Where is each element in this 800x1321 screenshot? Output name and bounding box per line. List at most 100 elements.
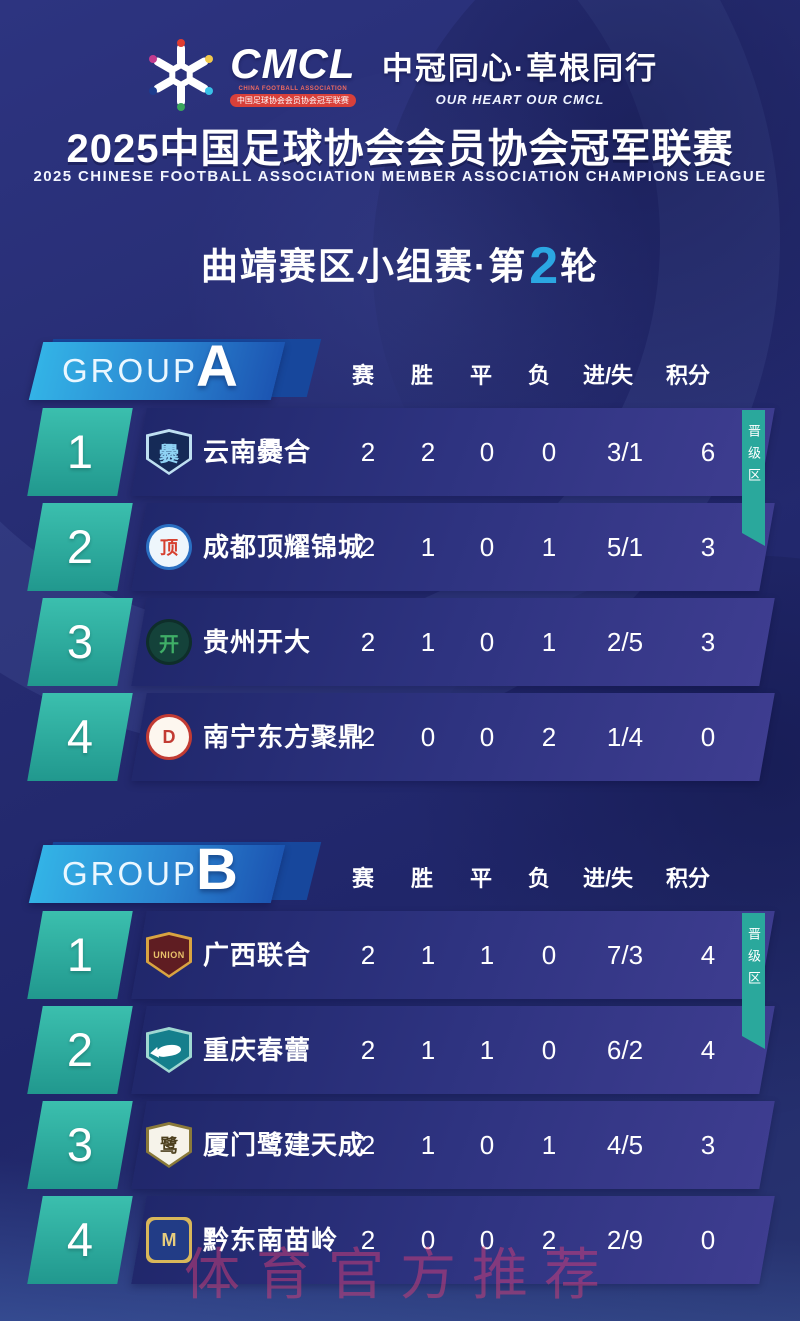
rank-number: 4 <box>66 710 94 763</box>
stat-win: 1 <box>420 1130 436 1160</box>
stat-win: 0 <box>420 722 436 752</box>
team-name: 厦门鹭建天成 <box>203 1130 366 1160</box>
stat-loss: 0 <box>541 1035 557 1065</box>
stat-draw: 0 <box>479 1225 495 1255</box>
stat-loss: 0 <box>541 437 557 467</box>
group-letter: B <box>196 837 238 902</box>
stat-points: 4 <box>700 1035 716 1065</box>
promotion-label: 晋级区 <box>746 927 761 993</box>
stat-points: 3 <box>700 627 716 657</box>
cmcl-logo: CMCL CHINA FOOTBALL ASSOCIATION 中国足球协会会员… <box>142 36 356 114</box>
main-title-cn: 2025中国足球协会会员协会冠军联赛 <box>66 127 734 171</box>
cmcl-subtitle-cn: 中国足球协会会员协会冠军联赛 <box>229 93 356 107</box>
round-prefix: 曲靖赛区小组赛·第 <box>200 246 528 287</box>
stat-loss: 2 <box>541 1225 557 1255</box>
table-row: 4 M 黔东南苗岭 2 0 0 2 2/9 0 <box>0 1196 800 1284</box>
logo-text: D <box>162 726 176 747</box>
stat-goals: 7/3 <box>606 940 644 970</box>
stat-goals: 4/5 <box>606 1130 644 1160</box>
brand-header: CMCL CHINA FOOTBALL ASSOCIATION 中国足球协会会员… <box>0 36 800 114</box>
team-name: 重庆春蕾 <box>203 1035 312 1065</box>
stat-win: 1 <box>420 1035 436 1065</box>
cmcl-snowflake-icon <box>148 39 213 111</box>
team-logo: 顶 <box>146 524 192 570</box>
stat-goals: 1/4 <box>606 722 644 752</box>
stat-points: 3 <box>700 1130 716 1160</box>
stat-points: 4 <box>700 940 716 970</box>
promotion-ribbon: 晋级区 <box>742 913 765 1049</box>
col-goals: 进/失 <box>582 363 634 388</box>
rank-number: 1 <box>66 425 94 478</box>
group-a-section: GROUP A 赛 胜 平 负 进/失 积分 1 爨 云南爨合 2 2 0 0 <box>0 334 800 842</box>
team-name: 广西联合 <box>203 940 312 970</box>
logo-text: 爨 <box>159 443 179 466</box>
col-win: 胜 <box>410 363 434 388</box>
shark-icon <box>156 1042 182 1058</box>
cmcl-title: CMCL <box>230 39 356 87</box>
col-loss: 负 <box>527 363 551 388</box>
stat-points: 3 <box>700 532 716 562</box>
stat-win: 1 <box>420 940 436 970</box>
stat-played: 2 <box>360 1130 376 1160</box>
stat-draw: 1 <box>479 940 495 970</box>
rank-number: 3 <box>66 615 94 668</box>
table-row: 4 D 南宁东方聚鼎 2 0 0 2 1/4 0 <box>0 693 800 781</box>
group-b-section: GROUP B 赛 胜 平 负 进/失 积分 1 UNION 广西联合 2 1 … <box>0 837 800 1321</box>
stat-played: 2 <box>360 437 376 467</box>
stat-points: 6 <box>700 437 716 467</box>
stat-draw: 0 <box>479 437 495 467</box>
slogan-cn: 中冠同心·草根同行 <box>381 51 659 86</box>
stat-draw: 1 <box>479 1035 495 1065</box>
table-row: 3 开 贵州开大 2 1 0 1 2/5 3 <box>0 598 800 686</box>
stat-loss: 1 <box>541 532 557 562</box>
promotion-ribbon: 晋级区 <box>742 410 765 546</box>
stat-draw: 0 <box>479 722 495 752</box>
slogan-block: 中冠同心·草根同行 OUR HEART OUR CMCL <box>382 43 658 107</box>
team-logo: M <box>146 1217 192 1263</box>
stat-goals: 2/9 <box>606 1225 644 1255</box>
stat-loss: 0 <box>541 940 557 970</box>
team-logo: 开 <box>146 619 192 665</box>
stat-points: 0 <box>700 722 716 752</box>
stat-draw: 0 <box>479 1130 495 1160</box>
col-loss: 负 <box>527 866 551 891</box>
team-logo: D <box>146 714 192 760</box>
rank-number: 3 <box>66 1118 94 1171</box>
stat-played: 2 <box>360 940 376 970</box>
cmcl-wordmark: CMCL CHINA FOOTBALL ASSOCIATION 中国足球协会会员… <box>229 39 356 107</box>
stat-points: 0 <box>700 1225 716 1255</box>
col-goals: 进/失 <box>582 866 634 891</box>
table-row: 3 鹭 厦门鹭建天成 2 1 0 1 4/5 3 <box>0 1101 800 1189</box>
logo-text: UNION <box>153 950 185 960</box>
main-title-en: 2025 CHINESE FOOTBALL ASSOCIATION MEMBER… <box>33 168 767 185</box>
stat-win: 2 <box>420 437 436 467</box>
stat-draw: 0 <box>479 532 495 562</box>
team-logo-glyph: 开 <box>149 622 189 662</box>
group-b-rows: 1 UNION 广西联合 2 1 1 0 7/3 4 2 重庆春蕾 <box>0 911 800 1291</box>
stat-played: 2 <box>360 1035 376 1065</box>
rank-number: 4 <box>66 1213 94 1266</box>
logo-text: 鹭 <box>160 1136 178 1156</box>
column-headers: 赛 胜 平 负 进/失 积分 <box>0 342 800 400</box>
cmcl-subtitle-en: CHINA FOOTBALL ASSOCIATION <box>238 85 348 92</box>
team-logo <box>146 1027 192 1073</box>
group-word: GROUP <box>62 855 199 892</box>
table-row: 2 重庆春蕾 2 1 1 0 6/2 4 <box>0 1006 800 1094</box>
team-name: 成都顶耀锦城 <box>203 532 366 562</box>
stat-played: 2 <box>360 722 376 752</box>
stat-goals: 3/1 <box>606 437 644 467</box>
rank-number: 1 <box>66 928 94 981</box>
stat-played: 2 <box>360 532 376 562</box>
stat-goals: 6/2 <box>606 1035 644 1065</box>
stat-loss: 2 <box>541 722 557 752</box>
team-logo-glyph: D <box>149 717 189 757</box>
team-logo: 爨 <box>146 429 192 475</box>
stat-win: 0 <box>420 1225 436 1255</box>
rank-number: 2 <box>66 1023 94 1076</box>
team-name: 南宁东方聚鼎 <box>203 722 366 752</box>
rank-number: 2 <box>66 520 94 573</box>
col-points: 积分 <box>665 363 711 388</box>
stat-win: 1 <box>420 627 436 657</box>
round-subtitle: 曲靖赛区小组赛·第2轮 <box>0 236 800 296</box>
